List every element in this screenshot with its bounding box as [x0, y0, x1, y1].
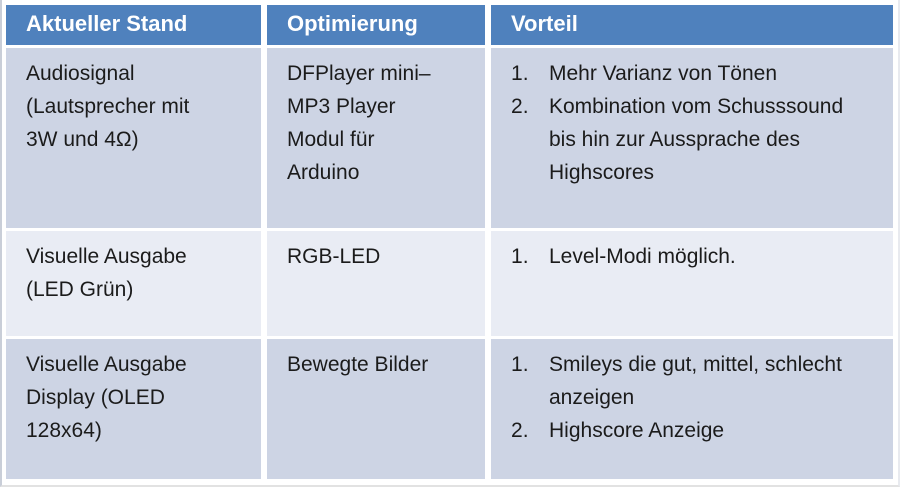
- column-header-label: Vorteil: [511, 11, 578, 36]
- cell-text: RGB-LED: [287, 245, 381, 268]
- column-header-label: Aktueller Stand: [26, 11, 188, 36]
- cell-text: Visuelle Ausgabe (LED Grün): [26, 245, 187, 301]
- column-header-aktueller-stand: Aktueller Stand: [6, 5, 261, 45]
- vorteil-list: Smileys die gut, mittel, schlecht anzeig…: [511, 348, 881, 447]
- cell-vorteil: Level-Modi möglich.: [491, 231, 893, 336]
- column-header-optimierung: Optimierung: [267, 5, 485, 45]
- vorteil-item: Kombination vom Schusssound bis hin zur …: [511, 90, 844, 184]
- cell-aktueller-stand: Visuelle Ausgabe (LED Grün): [6, 231, 261, 336]
- vorteil-item: Mehr Varianz von Tönen: [511, 57, 778, 90]
- cell-aktueller-stand: Visuelle Ausgabe Display (OLED 128x64): [6, 339, 261, 479]
- cell-vorteil: Smileys die gut, mittel, schlecht anzeig…: [491, 339, 893, 479]
- vorteil-item: Smileys die gut, mittel, schlecht anzeig…: [511, 348, 842, 409]
- cell-aktueller-stand: Audiosignal (Lautsprecher mit 3W und 4Ω): [6, 48, 261, 228]
- column-header-label: Optimierung: [287, 11, 418, 36]
- cell-optimierung: DFPlayer mini– MP3 Player Modul für Ardu…: [267, 48, 485, 228]
- comparison-table: Aktueller Stand Optimierung Vorteil Audi…: [6, 5, 893, 479]
- cell-text: Visuelle Ausgabe Display (OLED 128x64): [26, 353, 187, 442]
- cell-vorteil: Mehr Varianz von Tönen Kombination vom S…: [491, 48, 893, 228]
- column-header-vorteil: Vorteil: [491, 5, 893, 45]
- cell-optimierung: RGB-LED: [267, 231, 485, 336]
- vorteil-list: Level-Modi möglich.: [511, 240, 881, 273]
- cell-text: DFPlayer mini– MP3 Player Modul für Ardu…: [287, 62, 431, 184]
- vorteil-item: Level-Modi möglich.: [511, 240, 736, 273]
- vorteil-list: Mehr Varianz von Tönen Kombination vom S…: [511, 57, 881, 189]
- cell-text: Audiosignal (Lautsprecher mit 3W und 4Ω): [26, 62, 190, 151]
- cell-optimierung: Bewegte Bilder: [267, 339, 485, 479]
- vorteil-item: Highscore Anzeige: [511, 414, 725, 447]
- cell-text: Bewegte Bilder: [287, 353, 429, 376]
